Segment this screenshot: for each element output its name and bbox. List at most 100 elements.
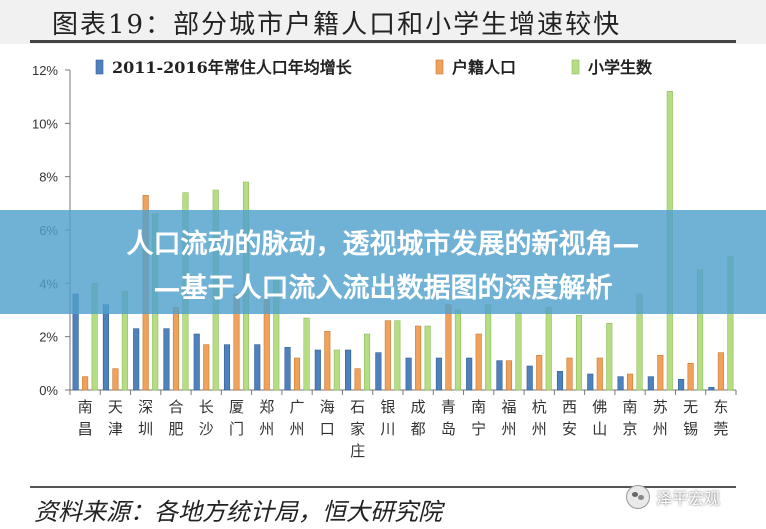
x-tick-label: 南 — [471, 398, 486, 416]
chart-title: 图表19：部分城市户籍人口和小学生增速较快 — [52, 10, 622, 40]
x-tick-label: 宁 — [471, 420, 486, 438]
bar-1 — [133, 328, 140, 391]
bar-2 — [717, 352, 724, 391]
bar-1 — [466, 357, 473, 391]
x-tick-label: 家 — [350, 420, 365, 438]
bar-1 — [254, 344, 261, 391]
headline-line-2: —基于人口流入流出数据图的深度解析 — [153, 273, 613, 304]
legend-label: 户籍人口 — [452, 58, 516, 77]
x-tick-label: 杭 — [532, 398, 547, 416]
watermark: 泽平宏观 — [626, 484, 720, 510]
x-tick-label: 圳 — [138, 420, 153, 438]
x-tick-label: 安 — [562, 420, 577, 438]
bar-1 — [405, 357, 412, 391]
bar-2 — [384, 320, 391, 391]
bar-1 — [345, 349, 352, 391]
bar-3 — [364, 333, 371, 391]
x-tick-label: 津 — [108, 420, 123, 438]
x-tick-label: 南 — [623, 398, 638, 416]
headline-line-1: 人口流动的脉动，透视城市发展的新视角— — [126, 229, 640, 260]
bar-2 — [657, 355, 664, 391]
bar-2 — [566, 357, 573, 391]
bar-1 — [496, 360, 503, 391]
bar-3 — [394, 320, 401, 391]
x-tick-label: 都 — [411, 420, 426, 438]
bar-3 — [424, 325, 431, 391]
y-tick-label: 2% — [39, 330, 58, 345]
bar-1 — [647, 376, 654, 391]
x-tick-label: 海 — [320, 398, 335, 416]
bar-1 — [435, 357, 442, 391]
bar-2 — [112, 368, 119, 391]
bar-3 — [545, 307, 552, 391]
x-tick-label: 州 — [653, 420, 668, 438]
bar-chart: 0%2%4%6%8%10%12%南昌天津深圳合肥长沙厦门郑州广州海口石家庄银川成… — [32, 58, 737, 460]
bar-2 — [415, 325, 422, 391]
bar-1 — [556, 371, 564, 391]
y-tick-label: 10% — [32, 116, 58, 131]
bar-2 — [324, 331, 331, 391]
x-tick-label: 银 — [380, 398, 395, 416]
bar-1 — [526, 365, 533, 391]
x-tick-label: 郑 — [259, 398, 274, 416]
title-divider — [30, 40, 736, 43]
bar-2 — [505, 360, 513, 391]
x-tick-label: 肥 — [168, 420, 183, 438]
bar-1 — [102, 304, 109, 391]
bar-3 — [303, 317, 310, 391]
bar-2 — [172, 307, 180, 391]
bar-2 — [687, 363, 694, 391]
x-tick-label: 沙 — [199, 420, 214, 438]
bar-2 — [203, 344, 210, 391]
bar-1 — [193, 333, 200, 391]
bar-1 — [223, 344, 231, 391]
watermark-text: 泽平宏观 — [656, 489, 721, 508]
bar-2 — [293, 357, 301, 391]
source-note: 资料来源：各地方统计局，恒大研究院 — [34, 498, 442, 526]
legend-label: 2011-2016年常住人口年均增长 — [112, 58, 353, 77]
bar-3 — [575, 315, 583, 391]
bar-1 — [617, 376, 624, 391]
x-tick-label: 合 — [168, 398, 183, 416]
x-tick-label: 州 — [259, 420, 274, 438]
bar-2 — [82, 376, 89, 391]
legend-swatch — [95, 59, 104, 75]
headline-banner: 人口流动的脉动，透视城市发展的新视角— —基于人口流入流出数据图的深度解析 — [0, 210, 766, 314]
bar-2 — [626, 373, 634, 391]
x-tick-label: 东 — [713, 398, 728, 416]
bar-1 — [678, 379, 685, 391]
x-tick-label: 苏 — [653, 398, 668, 416]
x-tick-label: 门 — [229, 420, 244, 438]
x-tick-label: 长 — [199, 398, 214, 416]
x-tick-label: 成 — [411, 398, 426, 416]
x-tick-label: 厦 — [229, 398, 244, 416]
x-tick-label: 西 — [562, 398, 577, 416]
y-tick-label: 0% — [39, 383, 58, 398]
bar-2 — [596, 357, 603, 391]
title-bar: 图表19：部分城市户籍人口和小学生增速较快 — [0, 0, 766, 44]
x-tick-label: 广 — [290, 398, 305, 416]
x-tick-label: 佛 — [592, 398, 607, 416]
x-tick-label: 石 — [350, 398, 365, 416]
x-tick-label: 庄 — [350, 442, 365, 460]
bar-2 — [475, 333, 482, 391]
bar-3 — [485, 304, 492, 391]
x-tick-label: 无 — [683, 398, 698, 416]
x-tick-label: 州 — [501, 420, 516, 438]
bar-2 — [445, 304, 452, 391]
bar-1 — [163, 328, 170, 391]
x-tick-label: 福 — [501, 398, 516, 416]
bar-1 — [314, 349, 321, 391]
bar-3 — [333, 349, 340, 391]
y-tick-label: 12% — [32, 63, 58, 78]
wechat-icon — [626, 485, 650, 509]
x-tick-label: 天 — [108, 398, 123, 416]
x-tick-label: 莞 — [713, 420, 728, 438]
x-tick-label: 锡 — [683, 420, 698, 438]
legend-swatch — [435, 59, 444, 75]
y-tick-label: 8% — [39, 170, 58, 185]
x-tick-label: 口 — [320, 420, 335, 438]
bar-1 — [284, 347, 291, 391]
bar-3 — [606, 323, 613, 391]
x-tick-label: 川 — [380, 420, 395, 438]
